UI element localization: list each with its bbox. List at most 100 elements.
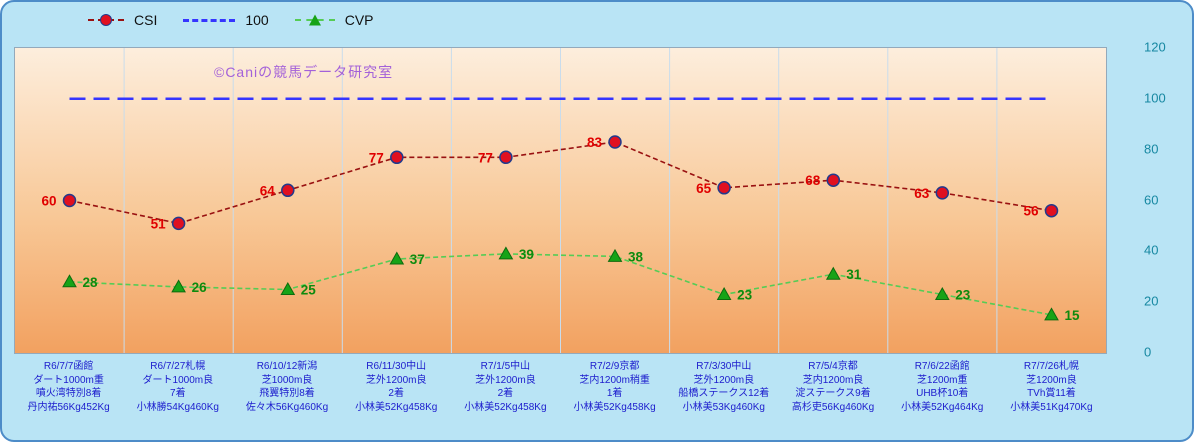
csi-value-label: 63 bbox=[914, 186, 930, 201]
y-axis-tick-label: 80 bbox=[1144, 141, 1159, 157]
x-axis-label-line: R7/3/30中山 bbox=[696, 361, 752, 372]
cvp-legend-sample bbox=[294, 12, 335, 28]
csi-value-label: 83 bbox=[587, 135, 603, 150]
x-axis-label-line: 小林勝54Kg460Kg bbox=[136, 401, 219, 413]
csi-value-label: 65 bbox=[696, 181, 712, 196]
csi-marker bbox=[826, 173, 841, 187]
x-axis-label-line: 芝外1200m良 bbox=[693, 374, 755, 386]
chart-svg: 60 51 64 77 77 83 65 68 63 56 28 26 25 37 39 38 23 31 23 15 bbox=[41, 48, 1081, 353]
hundred-line-swatch bbox=[183, 19, 236, 22]
x-axis-label-line: R6/7/27札幌 bbox=[150, 361, 206, 372]
x-axis-label-line: 芝1000m良 bbox=[261, 374, 313, 386]
x-axis-label-line: 小林美52Kg458Kg bbox=[573, 401, 656, 413]
x-axis-label-line: 船橋ステークス12着 bbox=[678, 388, 770, 399]
y-axis-tick-label: 100 bbox=[1144, 90, 1166, 106]
x-axis-label-line: TVh賞11着 bbox=[1027, 388, 1076, 399]
cvp-value-label: 28 bbox=[83, 275, 99, 290]
x-axis-label-line: 芝外1200m良 bbox=[475, 374, 536, 386]
cvp-value-label: 15 bbox=[1065, 308, 1081, 323]
x-axis-label-line: R6/11/30中山 bbox=[366, 361, 427, 372]
x-axis-category-label: R6/7/27札幌 ダート1000m良 7着 小林勝54Kg460Kg bbox=[123, 358, 232, 414]
csi-marker bbox=[62, 193, 77, 208]
x-axis-label-line: 芝内1200m良 bbox=[802, 374, 864, 386]
cvp-value-label: 31 bbox=[846, 267, 862, 282]
cvp-marker bbox=[607, 248, 623, 262]
x-axis-label-line: R7/7/26札幌 bbox=[1023, 361, 1079, 372]
x-axis-label-line: 丹内祐56Kg452Kg bbox=[27, 401, 110, 413]
x-axis-label-line: 小林美52Kg464Kg bbox=[901, 401, 984, 413]
x-axis-label-line: 佐々木56Kg460Kg bbox=[245, 401, 329, 413]
csi-legend-sample bbox=[88, 12, 124, 28]
x-axis-category-label: R7/2/9京都 芝内1200m稍重 1着 小林美52Kg458Kg bbox=[560, 358, 669, 414]
y-axis-tick-label: 120 bbox=[1144, 39, 1166, 55]
legend-label-cvp: CVP bbox=[344, 12, 374, 28]
csi-value-label: 77 bbox=[369, 150, 384, 165]
csi-marker bbox=[935, 186, 950, 200]
cvp-marker bbox=[171, 279, 186, 293]
cvp-triangle-marker-icon bbox=[308, 14, 321, 26]
x-axis-category-label: R6/10/12新潟 芝1000m良 飛翼特別8着佐々木56Kg460Kg bbox=[232, 358, 341, 414]
x-axis-label-line: 1着 bbox=[606, 388, 623, 399]
csi-marker bbox=[499, 150, 513, 165]
x-axis-label-line: 芝外1200m良 bbox=[365, 374, 427, 386]
csi-value-label: 60 bbox=[41, 194, 56, 209]
x-axis-label-line: 噴火湾特別8着 bbox=[35, 388, 102, 399]
csi-series-line bbox=[69, 141, 1052, 225]
x-axis-label-line: 小林美52Kg458Kg bbox=[355, 401, 438, 413]
x-axis-label-line: R7/6/22函館 bbox=[914, 361, 970, 372]
cvp-value-label: 23 bbox=[955, 288, 971, 303]
cvp-value-label: 39 bbox=[519, 247, 534, 262]
x-axis-label-line: UHB杯10着 bbox=[916, 388, 969, 399]
cvp-value-label: 26 bbox=[192, 280, 208, 295]
y-axis-tick-label: 20 bbox=[1144, 293, 1159, 309]
cvp-marker bbox=[825, 266, 841, 280]
cvp-marker bbox=[280, 281, 296, 295]
y-axis: 0 20 40 60 80 100 120 bbox=[1144, 40, 1192, 360]
x-axis-category-label: R7/3/30中山 芝外1200m良 船橋ステークス12着 小林美53Kg460Kg bbox=[669, 358, 778, 414]
cvp-value-label: 38 bbox=[628, 249, 644, 264]
hundred-legend-sample bbox=[183, 12, 236, 28]
csi-value-label: 68 bbox=[805, 173, 821, 188]
csi-circle-marker-icon bbox=[100, 14, 112, 26]
x-axis-label-line: R6/7/7函館 bbox=[43, 361, 94, 372]
x-axis-label-line: 飛翼特別8着 bbox=[259, 388, 315, 399]
csi-marker bbox=[1044, 203, 1059, 218]
x-axis-label-line: R7/2/9京都 bbox=[589, 361, 640, 372]
cvp-marker bbox=[1044, 307, 1059, 321]
y-axis-tick-label: 0 bbox=[1144, 344, 1152, 360]
x-axis-label-line: 芝1200m重 bbox=[916, 374, 968, 386]
x-axis-label-line: 高杉吏56Kg460Kg bbox=[791, 401, 875, 413]
x-axis-category-label: R7/7/26札幌 芝1200m良 TVh賞11着 小林美51Kg470Kg bbox=[997, 358, 1106, 414]
csi-value-label: 77 bbox=[478, 150, 493, 165]
x-axis-category-label: R7/6/22函館 芝1200m重 UHB杯10着小林美52Kg464Kg bbox=[888, 358, 997, 414]
cvp-marker bbox=[389, 251, 405, 265]
csi-marker bbox=[717, 181, 731, 195]
legend-item-100: 100 bbox=[183, 12, 269, 28]
x-axis-label-line: R6/10/12新潟 bbox=[256, 361, 318, 372]
chart-legend: CSI 100 CVP bbox=[88, 6, 374, 34]
cvp-value-label: 37 bbox=[410, 252, 425, 267]
x-axis: R6/7/7函館 ダート1000m重 噴火湾特別8着 丹内祐56Kg452Kg R6/7… bbox=[14, 358, 1106, 414]
x-axis-label-line: R7/1/5中山 bbox=[480, 361, 531, 372]
x-axis-label-line: R7/5/4京都 bbox=[808, 361, 858, 372]
x-axis-category-label: R6/7/7函館 ダート1000m重 噴火湾特別8着 丹内祐56Kg452Kg bbox=[14, 358, 123, 414]
legend-label-100: 100 bbox=[245, 12, 269, 28]
x-axis-label-line: ダート1000m重 bbox=[33, 374, 104, 386]
x-axis-label-line: 2着 bbox=[388, 388, 404, 399]
legend-label-csi: CSI bbox=[134, 12, 158, 28]
csi-marker bbox=[608, 135, 622, 149]
x-axis-category-label: R7/5/4京都 芝内1200m良 淀ステークス9着 高杉吏56Kg460Kg bbox=[778, 358, 887, 414]
x-axis-label-line: 淀ステークス9着 bbox=[795, 388, 871, 399]
csi-value-label: 51 bbox=[151, 216, 167, 231]
plot-area: 60 51 64 77 77 83 65 68 63 56 28 26 25 37 39 38 23 31 23 15 bbox=[14, 47, 1107, 354]
x-axis-label-line: 小林美51Kg470Kg bbox=[1010, 401, 1093, 413]
legend-item-csi: CSI bbox=[88, 12, 157, 28]
cvp-value-label: 25 bbox=[301, 283, 317, 298]
watermark: ©Caniの競馬データ研究室 bbox=[214, 64, 394, 80]
cvp-marker bbox=[62, 274, 77, 288]
csi-marker bbox=[281, 183, 295, 198]
legend-item-cvp: CVP bbox=[294, 12, 374, 28]
csi-value-label: 64 bbox=[260, 183, 276, 198]
x-axis-category-label: R7/1/5中山 芝外1200m良 2着 小林美52Kg458Kg bbox=[451, 358, 560, 414]
